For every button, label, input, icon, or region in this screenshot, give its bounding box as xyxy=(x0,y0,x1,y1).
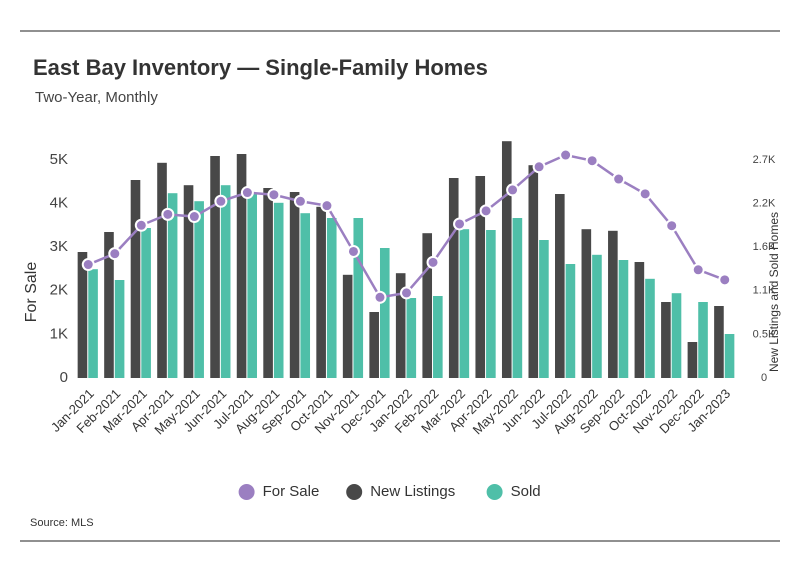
bar xyxy=(300,213,311,378)
line-point xyxy=(134,218,148,232)
bar xyxy=(157,162,167,378)
legend-label: New Listings xyxy=(370,483,455,500)
line-point xyxy=(267,188,281,202)
bar xyxy=(210,156,220,378)
line-point xyxy=(453,217,467,231)
line-point xyxy=(718,273,732,287)
bar xyxy=(183,185,194,378)
chart-subtitle: Two-Year, Monthly xyxy=(35,89,158,106)
bar xyxy=(661,302,671,378)
line-point xyxy=(426,255,440,269)
line-point xyxy=(479,204,493,218)
line-point xyxy=(108,247,122,261)
legend-swatch xyxy=(346,484,363,500)
bar xyxy=(273,202,284,378)
y-tick-label: 1K xyxy=(50,325,68,342)
line-point xyxy=(585,154,599,168)
legend-swatch xyxy=(486,484,503,500)
bar xyxy=(475,176,486,378)
bar xyxy=(592,254,602,378)
y-tick-label: 3K xyxy=(50,238,68,255)
bar xyxy=(555,194,565,378)
bar xyxy=(379,248,390,378)
line-point xyxy=(320,199,334,213)
bar xyxy=(236,154,247,378)
source-note: Source: MLS xyxy=(30,517,94,529)
y-tick-label: 2K xyxy=(50,282,68,299)
bar xyxy=(77,252,88,378)
legend-label: Sold xyxy=(511,483,541,500)
bar xyxy=(698,302,708,378)
bar xyxy=(395,273,406,378)
line-point xyxy=(612,172,626,186)
line-point xyxy=(187,210,201,224)
bar xyxy=(608,230,618,378)
bar xyxy=(486,230,496,378)
bar xyxy=(714,306,724,378)
line-point xyxy=(691,263,705,277)
line-point xyxy=(532,160,546,174)
bar xyxy=(342,274,353,378)
bar xyxy=(528,165,539,378)
bar xyxy=(130,180,141,378)
line-point xyxy=(665,219,679,233)
bar xyxy=(634,262,645,378)
bar xyxy=(512,218,523,378)
bar xyxy=(565,264,576,378)
bar xyxy=(501,141,512,378)
bar xyxy=(687,342,698,378)
line-point xyxy=(400,286,413,300)
y-axis-title: For Sale xyxy=(23,262,40,323)
y2-tick-label: 1.6K xyxy=(753,241,776,253)
y2-axis-title: New Listings and Sold Homes xyxy=(767,212,781,372)
bar xyxy=(539,240,549,378)
line-point xyxy=(161,207,175,221)
bar xyxy=(167,193,178,378)
y2-tick-label: 2.2K xyxy=(753,198,776,210)
y2-tick-label: 0.5K xyxy=(753,328,776,340)
legend-label: For Sale xyxy=(263,483,320,500)
bar xyxy=(104,232,114,378)
bar xyxy=(406,298,417,378)
line-point xyxy=(506,183,520,197)
bar xyxy=(247,193,257,378)
bar xyxy=(220,185,231,378)
bar xyxy=(114,280,125,378)
line-point xyxy=(214,194,228,208)
line-point xyxy=(638,187,652,201)
bar xyxy=(316,206,326,378)
legend-swatch xyxy=(238,484,255,500)
bar xyxy=(369,312,379,378)
bar xyxy=(618,260,629,378)
y2-tick-label: 2.7K xyxy=(753,154,776,166)
bar xyxy=(326,218,337,378)
line-point xyxy=(373,290,387,304)
bar xyxy=(422,233,433,378)
bar xyxy=(671,293,682,378)
line-point xyxy=(81,258,95,272)
bar xyxy=(141,228,151,378)
bar xyxy=(433,296,443,378)
bar xyxy=(645,278,655,378)
bar xyxy=(448,178,459,378)
y2-tick-label: 1.1K xyxy=(753,285,776,297)
line-point xyxy=(559,148,573,162)
y-tick-label: 0 xyxy=(60,369,68,386)
line-point xyxy=(293,194,307,208)
bar xyxy=(263,188,273,378)
line-point xyxy=(346,244,360,258)
bar xyxy=(581,229,592,378)
y-tick-label: 4K xyxy=(50,194,68,211)
bar xyxy=(88,269,98,378)
bar xyxy=(353,218,364,378)
bar xyxy=(459,229,470,378)
bar xyxy=(724,334,735,378)
bar xyxy=(289,192,300,378)
bar xyxy=(194,201,204,378)
line-point xyxy=(240,186,254,200)
chart-title: East Bay Inventory — Single-Family Homes xyxy=(33,55,488,80)
y-tick-label: 5K xyxy=(50,151,68,168)
y2-tick-label: 0 xyxy=(761,372,767,384)
